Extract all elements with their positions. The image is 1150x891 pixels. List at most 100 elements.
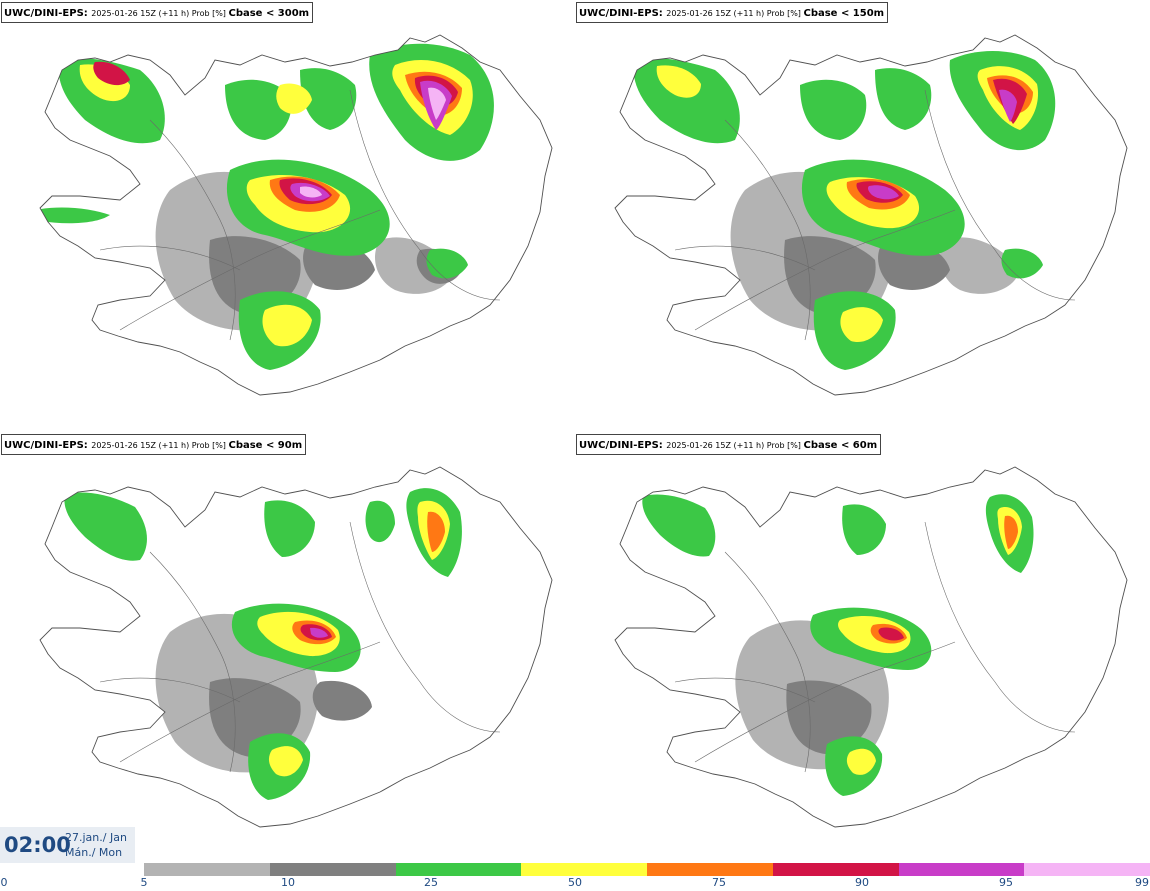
probability-area [310, 627, 328, 638]
probability-area [940, 237, 1020, 294]
model-source: UWC/DINI-EPS [579, 8, 659, 19]
map-panel-3: UWC/DINI-EPS: 2025-01-26 15Z (+11 h) Pro… [0, 432, 575, 864]
road-line [149, 119, 236, 341]
map-panel-2: UWC/DINI-EPS: 2025-01-26 15Z (+11 h) Pro… [575, 0, 1150, 432]
iceland-map [39, 466, 553, 828]
title-separator: : [658, 8, 667, 19]
colorbar-segment [772, 863, 899, 876]
colorbar-tick-label: 5 [140, 876, 148, 889]
colorbar-tick-label: 10 [281, 876, 295, 889]
variable-label: Cbase < 60m [803, 440, 878, 451]
probability-area [875, 68, 932, 130]
probability-area [642, 494, 716, 557]
probability-colorbar [144, 863, 1150, 876]
panel-title: UWC/DINI-EPS: 2025-01-26 15Z (+11 h) Pro… [576, 2, 889, 23]
road-line [349, 521, 501, 733]
coastline [614, 34, 1128, 396]
colorbar-segment [269, 863, 396, 876]
road-line [674, 245, 816, 271]
probability-area [878, 627, 904, 641]
road-line [694, 641, 956, 763]
road-line [119, 209, 381, 331]
panel-title: UWC/DINI-EPS: 2025-01-26 15Z (+11 h) Pro… [576, 434, 882, 455]
probability-area [40, 207, 110, 224]
title-separator: : [658, 440, 667, 451]
colorbar-segment [395, 863, 522, 876]
colorbar-tick-label: 25 [424, 876, 438, 889]
valid-time: 02:00 [4, 833, 71, 857]
coastline [39, 466, 553, 828]
title-separator: : [83, 8, 92, 19]
probability-area [312, 680, 372, 721]
title-separator: : [83, 440, 92, 451]
colorbar-segment [647, 863, 773, 876]
model-source: UWC/DINI-EPS [4, 8, 84, 19]
road-line [694, 209, 956, 331]
colorbar-tick-label: 75 [712, 876, 726, 889]
colorbar-tick-label: 0 [0, 876, 8, 889]
coastline [39, 34, 553, 396]
road-line [99, 677, 241, 703]
road-line [349, 89, 501, 301]
probability-area [656, 65, 701, 98]
probability-area [1001, 248, 1043, 279]
variable-label: Cbase < 150m [803, 8, 885, 19]
probability-area [300, 68, 357, 130]
probability-area [268, 746, 303, 777]
variable-label: Cbase < 90m [228, 440, 303, 451]
road-line [119, 641, 381, 763]
colorbar-tick-label: 99 [1135, 876, 1149, 889]
probability-area [842, 504, 886, 555]
colorbar-segment [521, 863, 647, 876]
probability-area [426, 248, 468, 279]
run-info: 2025-01-26 15Z (+11 h) Prob [%] [666, 441, 801, 450]
valid-date-line2: Mán./ Mon [65, 846, 123, 859]
probability-area [427, 511, 445, 552]
panel-title: UWC/DINI-EPS: 2025-01-26 15Z (+11 h) Pro… [1, 2, 314, 23]
run-info: 2025-01-26 15Z (+11 h) Prob [%] [91, 441, 226, 450]
probability-area [1004, 515, 1018, 549]
road-line [724, 119, 811, 341]
probability-area [999, 89, 1017, 122]
probability-area [93, 61, 130, 86]
probability-area [800, 79, 867, 140]
map-panel-1: UWC/DINI-EPS: 2025-01-26 15Z (+11 h) Pro… [0, 0, 575, 432]
road-line [674, 677, 816, 703]
panel-title: UWC/DINI-EPS: 2025-01-26 15Z (+11 h) Pro… [1, 434, 307, 455]
probability-area [300, 186, 322, 198]
road-line [924, 89, 1076, 301]
iceland-map [614, 34, 1128, 396]
probability-area [786, 680, 872, 754]
iceland-map [39, 34, 553, 396]
colorbar-segment [1024, 863, 1150, 876]
colorbar-tick-label: 50 [568, 876, 582, 889]
colorbar-tick-label: 95 [999, 876, 1013, 889]
road-line [149, 551, 236, 773]
valid-time-box: 02:00 27.jan./ Jan Mán./ Mon [0, 827, 135, 863]
probability-area [276, 83, 312, 114]
probability-area [64, 492, 147, 561]
road-line [99, 245, 241, 271]
road-line [924, 521, 1076, 733]
coastline [614, 466, 1128, 828]
colorbar-segment [144, 863, 270, 876]
run-info: 2025-01-26 15Z (+11 h) Prob [%] [91, 9, 226, 18]
iceland-map [614, 466, 1128, 828]
probability-area [264, 500, 315, 557]
road-line [724, 551, 811, 773]
probability-area [868, 185, 899, 200]
probability-area [262, 304, 312, 347]
probability-area [428, 87, 446, 120]
map-panel-4: UWC/DINI-EPS: 2025-01-26 15Z (+11 h) Pro… [575, 432, 1150, 864]
variable-label: Cbase < 300m [228, 8, 310, 19]
probability-area [225, 79, 292, 140]
colorbar-segment [898, 863, 1025, 876]
probability-area [365, 500, 395, 543]
model-source: UWC/DINI-EPS [4, 440, 84, 451]
valid-date-line1: 27.jan./ Jan [65, 831, 127, 844]
probability-area [840, 307, 883, 343]
run-info: 2025-01-26 15Z (+11 h) Prob [%] [666, 9, 801, 18]
colorbar-tick-label: 90 [855, 876, 869, 889]
probability-area [846, 748, 876, 775]
model-source: UWC/DINI-EPS [579, 440, 659, 451]
